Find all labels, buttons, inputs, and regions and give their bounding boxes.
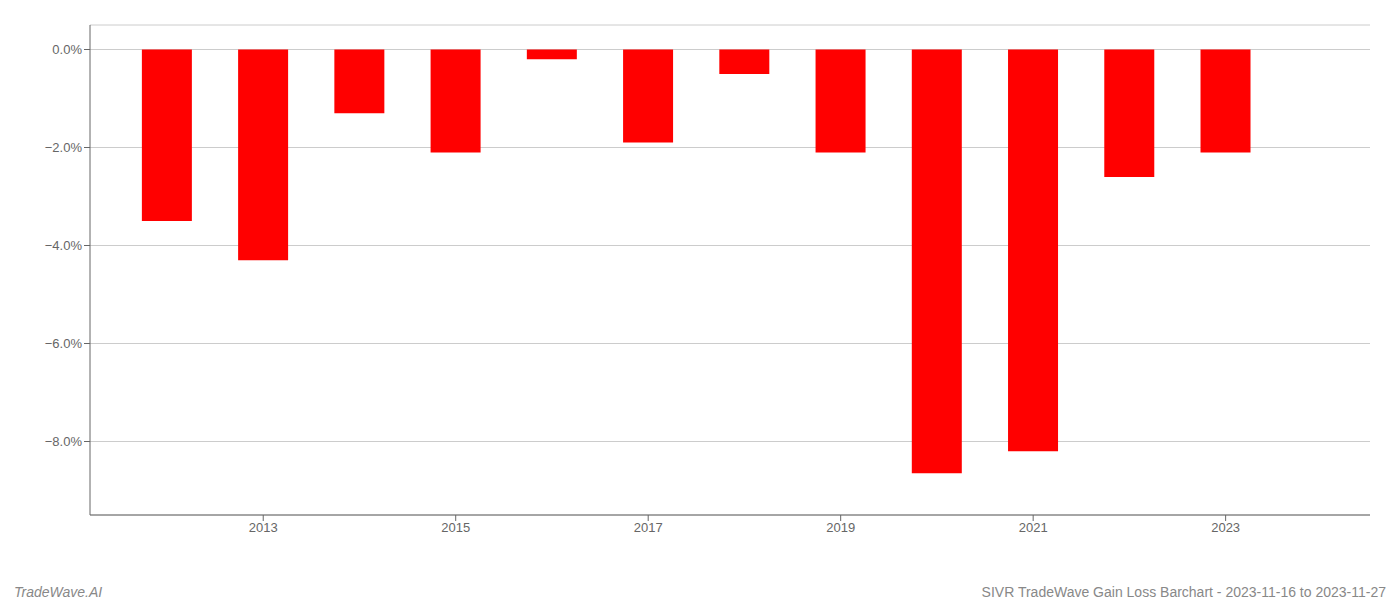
svg-text:2023: 2023 <box>1211 520 1240 535</box>
svg-text:−8.0%: −8.0% <box>45 434 83 449</box>
svg-text:−4.0%: −4.0% <box>45 238 83 253</box>
svg-text:−6.0%: −6.0% <box>45 336 83 351</box>
html-text:TradeWave.AI: TradeWave.AI <box>14 584 103 600</box>
svg-text:2013: 2013 <box>249 520 278 535</box>
svg-text:0.0%: 0.0% <box>52 42 82 57</box>
svg-text:2019: 2019 <box>826 520 855 535</box>
svg-text:−2.0%: −2.0% <box>45 140 83 155</box>
svg-text:2017: 2017 <box>634 520 663 535</box>
svg-text:2015: 2015 <box>441 520 470 535</box>
html-text:SIVR TradeWave Gain Loss Barch: SIVR TradeWave Gain Loss Barchart - 2023… <box>981 584 1386 600</box>
svg-text:2021: 2021 <box>1019 520 1048 535</box>
